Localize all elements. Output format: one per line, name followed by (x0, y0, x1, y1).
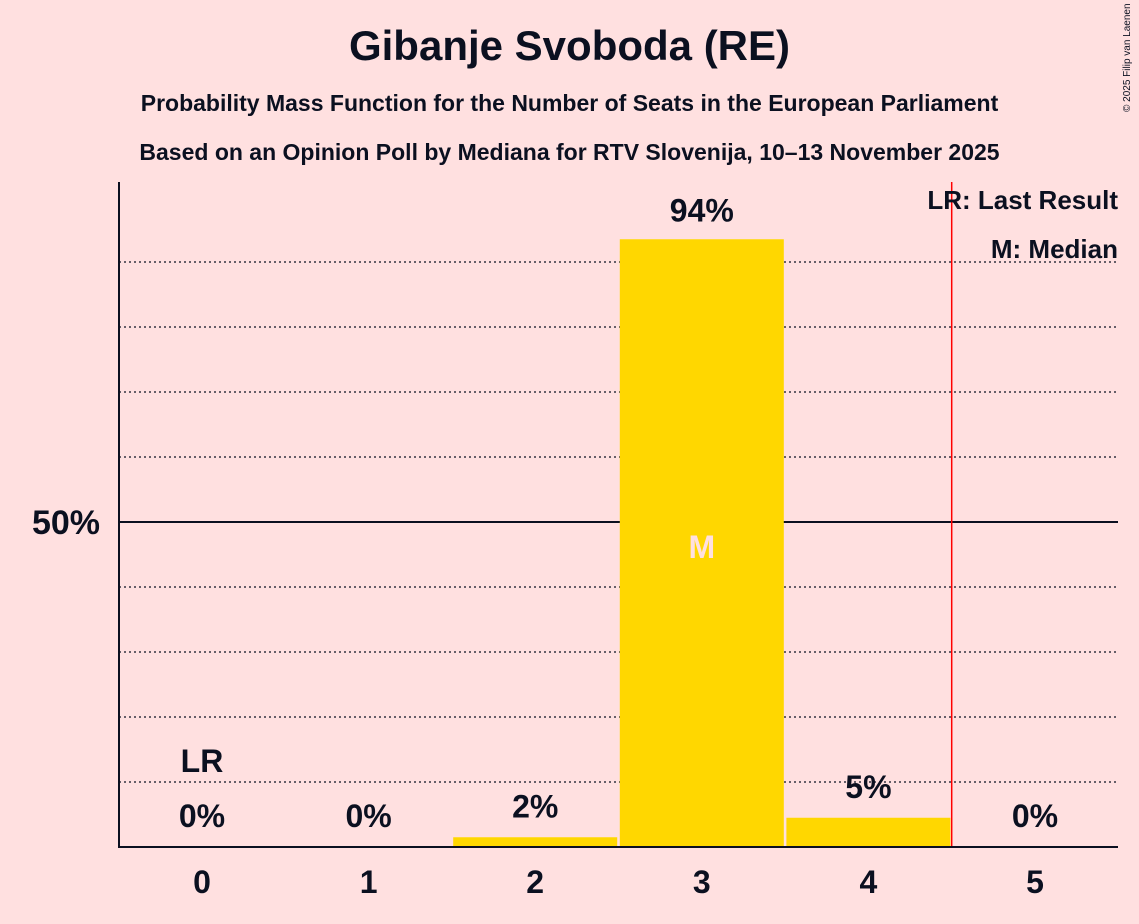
y-tick-label: 50% (32, 504, 100, 542)
bar-3 (619, 239, 784, 847)
data-label: 94% (670, 192, 734, 228)
x-tick-label: 5 (1026, 864, 1044, 900)
data-label: 0% (1012, 798, 1058, 834)
median-marker: M (688, 529, 715, 565)
data-label: 0% (345, 798, 391, 834)
chart-title: Gibanje Svoboda (RE) (348, 22, 791, 69)
x-tick-label: 2 (526, 864, 544, 900)
x-tick-label: 0 (193, 864, 211, 900)
chart-subtitle: Probability Mass Function for the Number… (140, 90, 999, 116)
data-label: 2% (512, 788, 558, 824)
data-label: 5% (845, 769, 891, 805)
legend-entry: M: Median (991, 234, 1118, 264)
data-label: 0% (179, 798, 225, 834)
bar-4 (786, 817, 951, 847)
x-tick-label: 4 (860, 864, 878, 900)
chart-subtitle-source: Based on an Opinion Poll by Mediana for … (139, 139, 1000, 165)
last-result-marker: LR (181, 743, 224, 779)
legend-entry: LR: Last Result (927, 185, 1118, 215)
bar-2 (453, 837, 618, 847)
x-tick-label: 3 (693, 864, 711, 900)
x-tick-label: 1 (360, 864, 378, 900)
